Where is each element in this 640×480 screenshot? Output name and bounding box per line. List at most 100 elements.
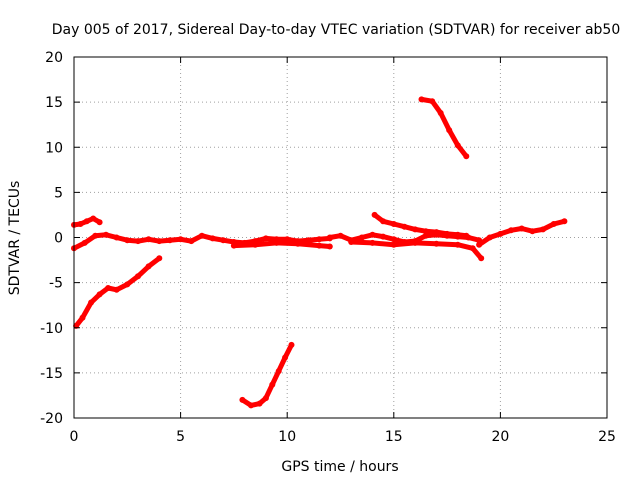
series-low-rising-arc bbox=[239, 341, 295, 409]
y-tick-label: 15 bbox=[45, 95, 63, 111]
data-point bbox=[90, 215, 97, 222]
series-mid-near-zero-upper bbox=[371, 211, 470, 239]
series-early-recovery-arc bbox=[73, 255, 163, 329]
chart-title: Day 005 of 2017, Sidereal Day-to-day VTE… bbox=[52, 22, 621, 38]
data-point bbox=[156, 255, 163, 262]
data-point bbox=[92, 232, 99, 239]
y-tick-label: -20 bbox=[40, 411, 63, 427]
data-point bbox=[316, 242, 323, 249]
data-point bbox=[326, 234, 333, 241]
series-high-descending-arc bbox=[418, 96, 470, 160]
x-tick-label: 10 bbox=[278, 429, 296, 445]
data-point bbox=[550, 221, 557, 227]
data-point bbox=[401, 223, 408, 230]
x-tick-label: 0 bbox=[70, 429, 79, 445]
data-point bbox=[454, 241, 461, 248]
data-point bbox=[198, 232, 205, 239]
data-point bbox=[88, 299, 95, 306]
data-point bbox=[282, 354, 289, 361]
data-point bbox=[412, 239, 419, 246]
y-axis-label: SDTVAR / TECUs bbox=[7, 181, 23, 296]
data-point bbox=[326, 243, 333, 250]
x-tick-label: 25 bbox=[598, 429, 616, 445]
data-point bbox=[390, 241, 397, 248]
series-line bbox=[372, 212, 469, 239]
data-point bbox=[135, 273, 141, 280]
x-axis-label: GPS time / hours bbox=[281, 459, 398, 475]
x-tick-label: 15 bbox=[385, 429, 403, 445]
data-point bbox=[444, 230, 451, 237]
data-point bbox=[262, 395, 269, 402]
data-point bbox=[540, 226, 546, 233]
data-point bbox=[103, 231, 109, 238]
data-point bbox=[113, 234, 120, 241]
data-point bbox=[256, 400, 263, 407]
data-point bbox=[454, 142, 461, 149]
data-point bbox=[433, 229, 440, 236]
data-point bbox=[454, 231, 461, 238]
data-point bbox=[124, 237, 131, 244]
data-point bbox=[380, 218, 387, 225]
x-tick-label: 5 bbox=[176, 429, 185, 445]
data-point bbox=[469, 245, 476, 252]
data-point bbox=[390, 221, 397, 227]
data-point bbox=[446, 127, 453, 134]
grid-lines bbox=[74, 57, 607, 418]
y-tick-label: -15 bbox=[40, 366, 63, 382]
data-point bbox=[166, 237, 173, 244]
y-tick-label: -10 bbox=[40, 321, 63, 337]
data-point bbox=[135, 238, 141, 245]
data-point bbox=[390, 236, 397, 243]
data-point bbox=[294, 240, 301, 247]
data-point bbox=[230, 242, 237, 249]
y-tick-label: 5 bbox=[54, 185, 63, 201]
data-point bbox=[79, 314, 86, 321]
data-point bbox=[437, 110, 444, 116]
x-tick-label: 20 bbox=[491, 429, 509, 445]
data-point bbox=[288, 341, 295, 348]
data-point bbox=[124, 281, 131, 288]
data-point bbox=[463, 232, 470, 239]
data-point bbox=[478, 255, 485, 262]
data-point bbox=[433, 240, 440, 247]
data-point bbox=[463, 153, 470, 160]
data-point bbox=[209, 235, 216, 242]
series-upper-near-zero-early bbox=[71, 215, 103, 228]
data-point bbox=[248, 402, 254, 409]
data-point bbox=[96, 219, 103, 226]
series-line bbox=[73, 255, 162, 329]
data-point bbox=[497, 230, 504, 237]
data-point bbox=[145, 236, 152, 243]
data-point bbox=[113, 286, 120, 293]
data-point bbox=[275, 368, 282, 375]
series-late-near-zero-rise bbox=[476, 218, 568, 248]
data-point bbox=[418, 96, 425, 103]
data-point bbox=[83, 218, 90, 225]
data-point bbox=[422, 232, 429, 239]
data-point bbox=[412, 226, 419, 233]
data-point bbox=[337, 232, 344, 239]
data-point bbox=[316, 236, 323, 243]
series-near-zero-band-2 bbox=[230, 239, 333, 250]
series-line bbox=[231, 240, 333, 249]
data-point bbox=[269, 381, 276, 388]
data-point bbox=[156, 238, 163, 245]
data-point bbox=[220, 237, 227, 244]
data-point bbox=[508, 227, 515, 234]
data-point bbox=[252, 241, 259, 248]
data-point bbox=[105, 285, 112, 291]
data-point bbox=[371, 211, 378, 218]
data-point bbox=[305, 237, 312, 244]
data-point bbox=[262, 235, 269, 242]
data-point bbox=[81, 239, 88, 246]
data-point bbox=[380, 233, 387, 240]
data-point bbox=[348, 239, 355, 245]
data-point bbox=[561, 218, 568, 225]
data-point bbox=[518, 225, 525, 232]
data-point bbox=[422, 228, 429, 235]
data-point bbox=[188, 238, 195, 245]
y-tick-label: -5 bbox=[49, 276, 63, 292]
axes: 0 5 10 15 20 25 -20 -15 -10 -5 0 5 10 15 20 bbox=[40, 50, 616, 445]
data-point bbox=[177, 236, 184, 243]
